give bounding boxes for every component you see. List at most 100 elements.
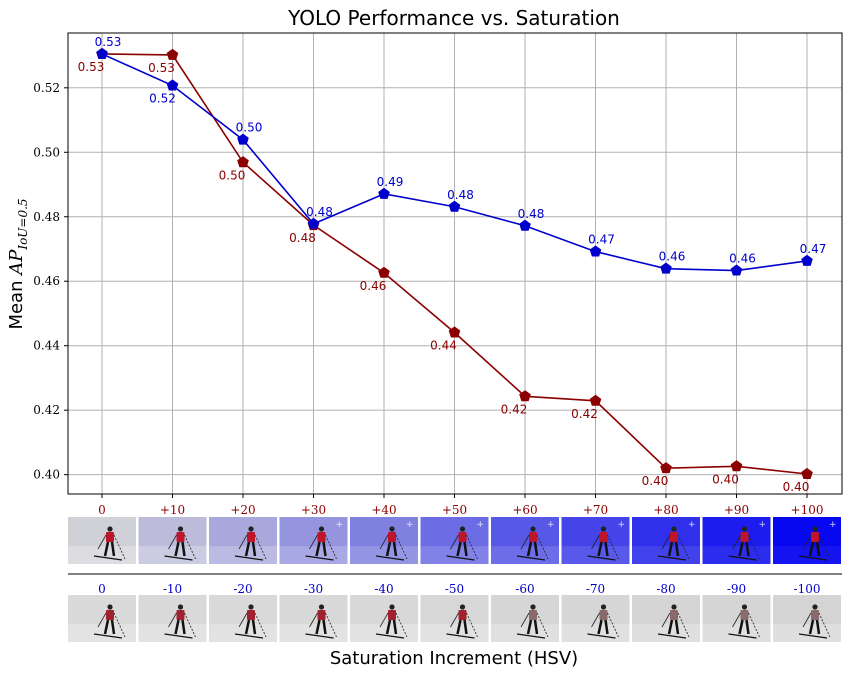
skier-ski bbox=[516, 633, 546, 639]
thumbnail-image bbox=[773, 517, 841, 564]
skier-leg bbox=[181, 619, 186, 635]
sparkle-icon: + bbox=[477, 520, 485, 530]
data-label: 0.47 bbox=[588, 233, 615, 247]
skier-leg bbox=[456, 541, 462, 557]
y-tick-label: 0.52 bbox=[33, 81, 60, 95]
skier-leg bbox=[597, 619, 603, 635]
saturation-tick-label: 0 bbox=[98, 503, 106, 517]
skier-jacket bbox=[388, 610, 396, 620]
data-point bbox=[237, 133, 249, 145]
data-label: 0.48 bbox=[306, 205, 333, 219]
thumbnail-snow bbox=[68, 546, 136, 564]
skier-pole bbox=[238, 612, 248, 628]
thumbnail-snow bbox=[491, 624, 559, 642]
y-tick-label: 0.44 bbox=[33, 339, 60, 353]
x-axis-label: Saturation Increment (HSV) bbox=[330, 648, 578, 669]
sparkle-icon: + bbox=[829, 520, 837, 530]
skier-leg bbox=[738, 619, 744, 635]
saturation-tick-label: -60 bbox=[515, 582, 534, 596]
skier-jacket bbox=[670, 610, 678, 620]
saturation-tick-label: +70 bbox=[583, 503, 608, 517]
skier-jacket bbox=[811, 532, 819, 542]
data-point bbox=[660, 262, 672, 274]
skier-head bbox=[600, 604, 607, 610]
skier-leg bbox=[808, 541, 815, 557]
thumbnail-image bbox=[279, 517, 348, 564]
skier-pole bbox=[238, 534, 248, 550]
skier-leg bbox=[667, 619, 674, 635]
skier-pole bbox=[607, 612, 619, 638]
data-label: 0.50 bbox=[219, 168, 246, 182]
skier-pole bbox=[520, 612, 530, 628]
skier-leg bbox=[526, 619, 533, 635]
data-label: 0.42 bbox=[571, 407, 598, 421]
skier-leg bbox=[385, 541, 392, 557]
skier-leg bbox=[322, 541, 327, 557]
skier-leg bbox=[244, 541, 251, 557]
thumbnail-image bbox=[702, 517, 771, 564]
saturation-tick-label: -70 bbox=[586, 582, 605, 596]
skier-leg bbox=[745, 619, 750, 635]
skier-pole bbox=[732, 534, 741, 550]
thumbnail-snow bbox=[138, 624, 207, 642]
y-axis-label-subscript: IoU=0.5 bbox=[16, 198, 30, 250]
skier-jacket bbox=[529, 532, 537, 542]
skier-jacket bbox=[740, 610, 749, 620]
thumbnail-snow bbox=[632, 546, 700, 564]
skier-jacket bbox=[529, 610, 537, 620]
y-tick-label: 0.46 bbox=[33, 274, 60, 288]
skier-jacket bbox=[106, 532, 114, 542]
skier-jacket bbox=[176, 532, 185, 542]
skier-leg bbox=[674, 541, 680, 557]
skier-ski bbox=[446, 633, 475, 639]
sparkle-icon: + bbox=[336, 520, 344, 530]
data-point bbox=[448, 326, 461, 338]
data-label: 0.48 bbox=[447, 188, 474, 202]
skier-leg bbox=[315, 541, 321, 557]
skier-ski bbox=[798, 555, 828, 561]
chart-title: YOLO Performance vs. Saturation bbox=[287, 6, 620, 30]
thumbnail-snow bbox=[420, 624, 489, 642]
data-label: 0.53 bbox=[78, 60, 105, 74]
thumbnail-snow bbox=[350, 624, 418, 642]
skier-head bbox=[177, 526, 184, 532]
skier-jacket bbox=[740, 532, 749, 542]
saturation-tick-label: -20 bbox=[233, 582, 252, 596]
skier-head bbox=[459, 604, 466, 610]
skier-pole bbox=[254, 534, 267, 560]
skier-leg bbox=[604, 541, 609, 557]
skier-head bbox=[248, 604, 254, 610]
data-point bbox=[519, 390, 531, 402]
data-label: 0.40 bbox=[712, 472, 739, 486]
skier-pole bbox=[395, 612, 408, 638]
grid-lines bbox=[68, 33, 842, 498]
skier-leg bbox=[392, 541, 398, 557]
skier-pole bbox=[677, 534, 690, 560]
skier-ski bbox=[375, 633, 405, 639]
skier-head bbox=[741, 526, 748, 532]
skier-leg bbox=[103, 541, 110, 557]
skier-jacket bbox=[599, 532, 608, 542]
data-point bbox=[96, 47, 108, 59]
saturation-tick-label: +10 bbox=[160, 503, 185, 517]
saturation-tick-label: +20 bbox=[230, 503, 255, 517]
skier-pole bbox=[536, 534, 549, 560]
data-point bbox=[378, 266, 390, 278]
y-tick-label: 0.50 bbox=[33, 145, 60, 159]
y-tick-label: 0.48 bbox=[33, 210, 60, 224]
skier-ski bbox=[798, 633, 828, 639]
skier-pole bbox=[520, 534, 530, 550]
skier-head bbox=[600, 526, 607, 532]
skier-jacket bbox=[811, 610, 819, 620]
y-tick-label: 0.40 bbox=[33, 468, 60, 482]
saturation-tick-label: +30 bbox=[301, 503, 326, 517]
skier-jacket bbox=[317, 610, 326, 620]
skier-head bbox=[248, 526, 254, 532]
thumbnail-snow bbox=[138, 546, 207, 564]
skier-leg bbox=[533, 541, 539, 557]
thumbnail-snow bbox=[773, 624, 841, 642]
sparkle-icon: + bbox=[547, 520, 555, 530]
skier-jacket bbox=[317, 532, 326, 542]
skier-ski bbox=[305, 555, 334, 561]
